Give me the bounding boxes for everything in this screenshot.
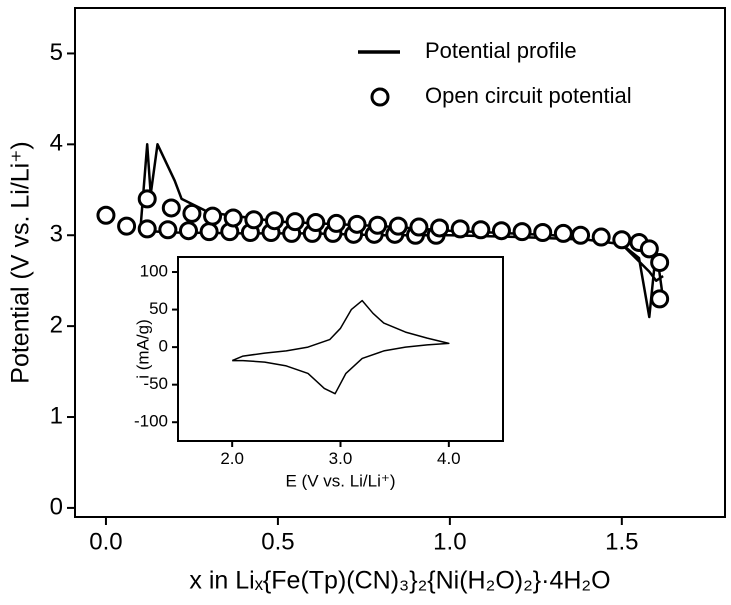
marker — [650, 289, 670, 309]
marker — [347, 214, 367, 234]
marker — [96, 205, 116, 225]
legend-label: Open circuit potential — [425, 83, 632, 108]
marker — [158, 220, 178, 240]
marker — [591, 227, 611, 247]
marker — [650, 253, 670, 272]
marker — [533, 223, 553, 243]
marker — [388, 216, 408, 236]
x-tick-label: 0.0 — [89, 528, 122, 555]
marker — [117, 216, 137, 236]
marker — [409, 217, 429, 237]
y-tick-label: 0 — [159, 337, 168, 356]
marker — [471, 220, 491, 240]
legend-swatch — [370, 87, 390, 107]
marker — [553, 223, 573, 243]
marker — [182, 203, 202, 223]
marker — [285, 212, 305, 232]
y-tick-label: 3 — [50, 221, 63, 248]
marker — [306, 213, 326, 233]
marker — [137, 189, 157, 209]
y-axis-label: Potential (V vs. Li/Li⁺) — [7, 141, 35, 383]
y-tick-label: 5 — [50, 39, 63, 66]
marker — [639, 239, 659, 259]
y-axis-label: i (mA/g) — [133, 319, 152, 379]
legend-label: Potential profile — [425, 38, 577, 63]
x-tick-label: 0.5 — [261, 528, 294, 555]
series-line — [231, 299, 450, 395]
x-tick-label: 3.0 — [329, 449, 353, 468]
y-tick-label: 100 — [140, 262, 168, 281]
marker — [137, 219, 157, 239]
marker — [223, 208, 243, 228]
x-tick-label: 1.5 — [605, 528, 638, 555]
marker — [161, 198, 181, 218]
x-tick-label: 4.0 — [437, 449, 461, 468]
y-tick-label: 0 — [50, 493, 63, 520]
marker — [491, 221, 511, 241]
marker — [264, 211, 284, 231]
plot-frame — [177, 256, 504, 442]
marker — [430, 218, 450, 238]
x-tick-label: 1.0 — [433, 528, 466, 555]
marker — [326, 213, 346, 233]
x-axis-label: x in Liₓ{Fe(Tp)(CN)₃}₂{Ni(H₂O)₂}·4H₂O — [189, 567, 610, 595]
x-tick-label: 2.0 — [220, 449, 244, 468]
marker — [512, 222, 532, 242]
y-tick-label: 2 — [50, 311, 63, 338]
y-tick-label: 4 — [50, 130, 63, 157]
marker — [199, 222, 219, 242]
marker — [571, 225, 591, 245]
y-tick-label: 1 — [50, 402, 63, 429]
marker — [612, 230, 632, 250]
y-tick-label: -100 — [134, 412, 168, 431]
y-tick-label: -50 — [143, 374, 168, 393]
x-axis-label: E (V vs. Li/Li⁺) — [285, 471, 395, 490]
y-tick-label: 50 — [149, 299, 168, 318]
marker — [450, 219, 470, 239]
marker — [368, 215, 388, 235]
marker — [244, 210, 264, 230]
marker — [178, 221, 198, 241]
marker — [203, 206, 223, 226]
